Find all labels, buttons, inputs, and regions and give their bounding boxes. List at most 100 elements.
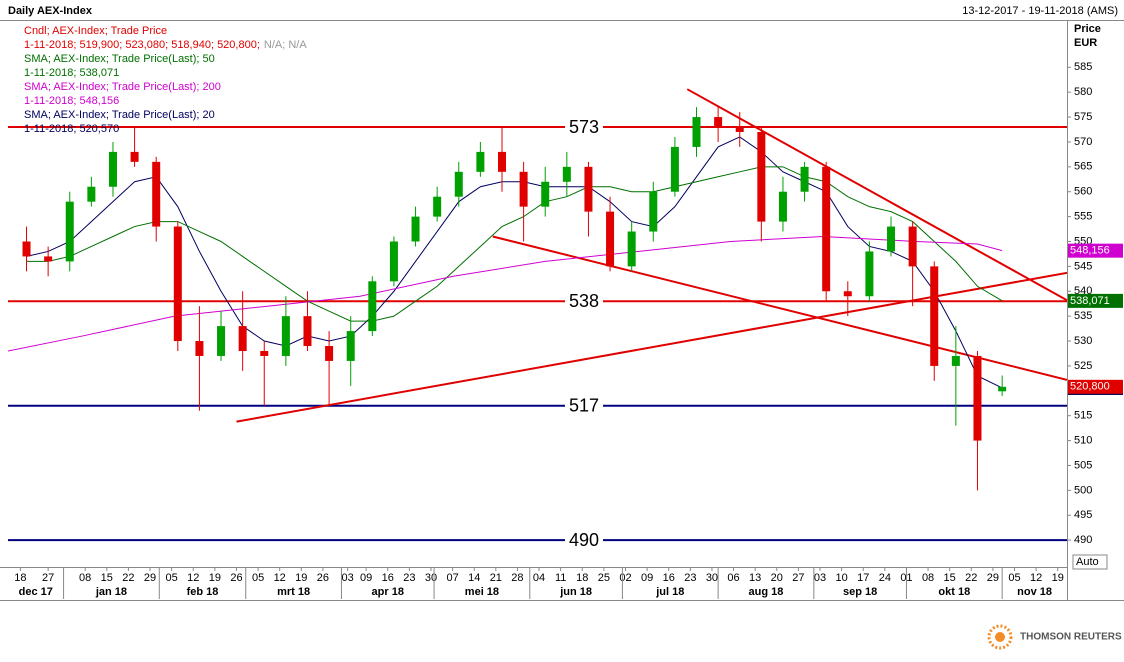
candle-body [692,117,701,147]
candle-body [454,171,463,197]
x-tick-label: 02 [619,572,631,584]
axis-unit: EUR [1074,37,1097,49]
candle-body [260,350,269,356]
x-tick-label: 22 [122,572,134,584]
y-tick-label: 505 [1074,459,1092,471]
candle-body [973,355,982,441]
x-tick-label: 11 [555,572,566,584]
month-label: sep 18 [843,586,877,598]
candle-body [562,166,571,182]
x-tick-label: 21 [490,572,502,584]
x-tick-label: 27 [792,572,804,584]
x-tick-label: 29 [144,572,156,584]
y-tick-label: 535 [1074,310,1092,322]
month-label: mei 18 [465,586,499,598]
month-label: nov 18 [1017,586,1052,598]
candle-body [541,181,550,207]
y-tick-label: 560 [1074,186,1092,198]
y-tick-label: 585 [1074,61,1092,73]
x-tick-label: 08 [922,572,934,584]
candle-body [998,386,1007,392]
x-tick-label: 14 [468,572,480,584]
candle-body [843,291,852,297]
month-label: jan 18 [95,586,127,598]
x-tick-label: 29 [987,572,999,584]
x-tick-label: 22 [965,572,977,584]
x-tick-label: 17 [857,572,869,584]
legend-name: SMA; AEX-Index; Trade Price(Last); 200 [24,81,221,93]
close-value-tag: 520,800 [1070,381,1110,393]
trend-line [686,88,1067,302]
candle-body [195,341,204,356]
candle-body [778,191,787,222]
trend-line [492,235,1067,381]
x-tick-label: 10 [835,572,847,584]
candle-body [65,201,74,262]
candle-body [822,166,831,292]
x-tick-label: 25 [598,572,610,584]
candle-body [368,281,377,332]
candle-body [238,326,247,351]
x-tick-label: 20 [771,572,783,584]
auto-button[interactable] [1072,554,1108,570]
candle-body [87,186,96,202]
level-label: 490 [569,530,599,550]
sma-value-tag-bg [1068,243,1123,258]
candle-body [951,355,960,366]
candle-body [584,166,593,212]
candle-body [606,211,615,267]
x-tick-label: 27 [42,572,54,584]
legend-name: SMA; AEX-Index; Trade Price(Last); 50 [24,53,215,65]
x-tick-label: 03 [341,572,353,584]
candle-body [627,231,636,267]
candle-body [152,161,161,227]
legend-detail: 1-11-2018; 519,900; 523,080; 518,940; 52… [24,39,260,51]
candle-body [217,326,226,356]
x-tick-label: 24 [879,572,891,584]
x-tick-label: 23 [403,572,415,584]
trend-line [236,271,1067,423]
month-label: feb 18 [187,586,219,598]
level-label-bg [565,395,603,416]
x-tick-label: 19 [295,572,307,584]
candle-body [908,226,917,267]
level-label: 538 [569,291,599,311]
candle-body [411,216,420,242]
candle-body [930,266,939,366]
x-tick-label: 06 [727,572,739,584]
y-tick-label: 495 [1074,509,1092,521]
legend-detail: 1-11-2018; 548,156 [24,95,119,107]
level-label-bg [565,117,603,138]
x-tick-label: 19 [209,572,221,584]
x-tick-label: 09 [360,572,372,584]
y-tick-label: 555 [1074,211,1092,223]
candle-body [476,151,485,172]
auto-label[interactable]: Auto [1076,556,1099,568]
candle-body [22,241,31,257]
y-tick-label: 570 [1074,136,1092,148]
sma-value-tag-bg [1068,293,1123,308]
candle-body [281,316,290,356]
month-label: okt 18 [938,586,970,598]
x-tick-label: 05 [1008,572,1020,584]
y-tick-label: 530 [1074,335,1092,347]
x-tick-label: 12 [1030,572,1042,584]
candle-body [130,151,139,162]
date-range: 13-12-2017 - 19-11-2018 (AMS) [962,5,1118,17]
y-tick-label: 575 [1074,111,1092,123]
y-tick-label: 510 [1074,434,1092,446]
candle-body [670,146,679,192]
plot: 573 538 517 490 [8,88,1067,551]
x-tick-label: 07 [446,572,458,584]
level-label-bg [565,530,603,551]
x-tick-label: 13 [749,572,761,584]
candle-body [757,131,766,222]
x-tick-label: 05 [166,572,178,584]
y-tick-label: 545 [1074,260,1092,272]
sma-line [26,136,1003,389]
month-label: jul 18 [655,586,684,598]
candle-body [389,241,398,282]
candle-body [865,251,874,297]
x-tick-label: 23 [684,572,696,584]
